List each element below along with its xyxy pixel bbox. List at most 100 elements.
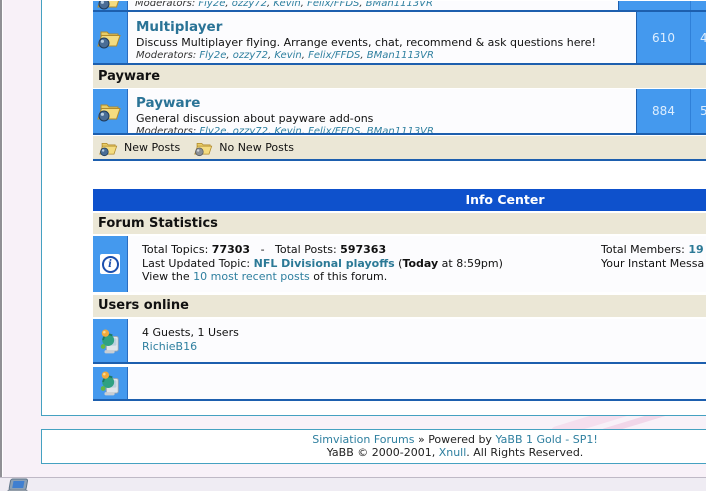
folder-new-posts-icon <box>97 1 120 10</box>
board-title-link[interactable]: Multiplayer <box>136 19 223 35</box>
dash: - <box>250 243 276 256</box>
total-members-label: Total Members: <box>601 243 689 256</box>
moderator-link[interactable]: Kevin <box>274 126 302 133</box>
total-posts-label: Total Posts: <box>275 243 341 256</box>
board-main-cell: Payware General discussion about payware… <box>128 89 637 133</box>
forum-statistics-header: Forum Statistics <box>93 213 706 234</box>
footer-line-1: Simviation Forums » Powered by YaBB 1 Go… <box>42 433 706 446</box>
window-left-border <box>0 0 3 477</box>
moderators-label: Moderators: <box>136 126 200 133</box>
board-title-link[interactable]: Payware <box>136 95 201 111</box>
board-icon-cell <box>93 12 128 63</box>
separator: , <box>226 50 233 61</box>
separator: , <box>268 50 275 61</box>
posts-legend: New Posts No New Posts <box>93 136 706 159</box>
new-posts-label: New Posts <box>124 141 181 154</box>
total-posts-value: 597363 <box>340 243 387 256</box>
guests-users-summary: 4 Guests, 1 Users <box>142 326 239 339</box>
moderators-line: Moderators: Fly2e, ozzy72, Kevin, Felix/… <box>136 126 636 133</box>
topics-count-cell: 610 <box>637 12 691 63</box>
forum-home-link[interactable]: Simviation Forums <box>312 433 415 446</box>
info-center-header: Info Center <box>93 189 706 211</box>
rights-text: . All Rights Reserved. <box>466 446 584 459</box>
no-new-posts-label: No New Posts <box>219 141 294 154</box>
recent-posts-link[interactable]: 10 most recent posts <box>193 270 310 283</box>
row-divider <box>93 63 706 65</box>
moderator-link[interactable]: Felix/FFDS <box>308 50 361 61</box>
moderators-line: Moderators: Fly2e, ozzy72, Kevin, Felix/… <box>135 1 433 9</box>
xnull-link[interactable]: Xnull <box>438 446 467 459</box>
online-user-link[interactable]: RichieB16 <box>142 340 198 353</box>
forum-statistics-row: i Total Topics: 77303 - Total Posts: 597… <box>93 236 706 292</box>
posts-count-cell <box>691 1 706 10</box>
new-posts-icon <box>99 142 118 156</box>
users-online-row: 4 Guests, 1 Users RichieB16 <box>93 319 706 362</box>
status-bar-divider <box>0 477 706 478</box>
instant-messages-label: Your Instant Messa <box>601 256 705 270</box>
row-divider <box>93 159 706 161</box>
board-main-cell: Multiplayer Discuss Multiplayer flying. … <box>128 12 637 63</box>
view-suffix: of this forum. <box>309 270 388 283</box>
moderator-link[interactable]: BMan1113VR <box>366 50 434 61</box>
row-divider <box>93 10 706 12</box>
moderator-link[interactable]: Kevin <box>273 1 301 9</box>
separator: , <box>226 126 233 133</box>
board-description: General discussion about payware add-ons <box>136 112 374 125</box>
moderators-label: Moderators: <box>136 50 200 61</box>
topics-count-cell: 884 <box>637 89 691 133</box>
stats-text: Total Topics: 77303 - Total Posts: 59736… <box>128 236 706 284</box>
info-icon: i <box>100 254 120 274</box>
moderator-link[interactable]: Felix/FFDS <box>307 1 360 9</box>
posts-count-cell: 5 <box>691 89 706 133</box>
yabb-link[interactable]: YaBB 1 Gold - SP1! <box>495 433 598 446</box>
status-bar <box>0 478 706 491</box>
separator: , <box>360 50 367 61</box>
board-icon-cell <box>93 1 128 10</box>
separator: , <box>268 126 275 133</box>
time: at 8:59pm) <box>438 256 503 270</box>
today-label: Today <box>402 256 439 270</box>
moderator-link[interactable]: ozzy72 <box>231 1 267 9</box>
moderator-link[interactable]: Kevin <box>274 50 302 61</box>
copyright-text: YaBB © 2000-2001, <box>326 446 439 459</box>
separator: , <box>267 1 274 9</box>
last-updated-topic-link[interactable]: NFL Divisional playoffs <box>253 256 395 270</box>
moderator-link[interactable]: Fly2e <box>199 126 227 133</box>
moderator-link[interactable]: Fly2e <box>198 1 226 9</box>
users-online-empty-row <box>93 367 706 399</box>
separator: , <box>300 1 308 9</box>
paren: ( <box>394 256 403 270</box>
moderator-link[interactable]: Felix/FFDS <box>308 126 361 133</box>
info-center-table: Info Center Forum Statistics i Total Top… <box>93 189 706 401</box>
powered-by-text: » Powered by <box>414 433 496 446</box>
computer-status-icon <box>7 478 29 491</box>
moderators-line: Moderators: Fly2e, ozzy72, Kevin, Felix/… <box>136 50 636 61</box>
footer-box: Simviation Forums » Powered by YaBB 1 Go… <box>41 429 706 464</box>
moderator-link[interactable]: BMan1113VR <box>365 1 433 9</box>
no-new-posts-icon <box>194 142 213 156</box>
moderator-link[interactable]: BMan1113VR <box>366 126 434 133</box>
separator: , <box>225 1 232 9</box>
stats-content-cell: Total Topics: 77303 - Total Posts: 59736… <box>128 236 706 292</box>
moderator-link[interactable]: ozzy72 <box>232 126 268 133</box>
total-members-link[interactable]: 19 <box>688 243 704 256</box>
page-content-box: Moderators: Fly2e, ozzy72, Kevin, Felix/… <box>41 0 706 416</box>
separator: , <box>301 50 309 61</box>
folder-new-posts-icon <box>97 31 121 48</box>
forum-boards-table: Moderators: Fly2e, ozzy72, Kevin, Felix/… <box>93 1 706 161</box>
total-topics-label: Total Topics: <box>142 243 212 256</box>
empty-content-cell <box>128 367 706 399</box>
users-icon-cell <box>93 367 128 399</box>
moderators-label: Moderators: <box>135 1 199 9</box>
board-icon-cell <box>93 89 128 133</box>
board-main-cell: Moderators: Fly2e, ozzy72, Kevin, Felix/… <box>128 1 619 10</box>
row-divider <box>93 362 706 364</box>
category-header-payware: Payware <box>93 65 706 88</box>
moderator-link[interactable]: ozzy72 <box>232 50 268 61</box>
moderator-link[interactable]: Fly2e <box>199 50 227 61</box>
separator: , <box>301 126 309 133</box>
users-online-icon <box>100 371 119 396</box>
folder-new-posts-icon <box>97 104 121 122</box>
forum-row-multiplayer: Multiplayer Discuss Multiplayer flying. … <box>93 12 706 63</box>
board-description: Discuss Multiplayer flying. Arrange even… <box>136 36 596 49</box>
